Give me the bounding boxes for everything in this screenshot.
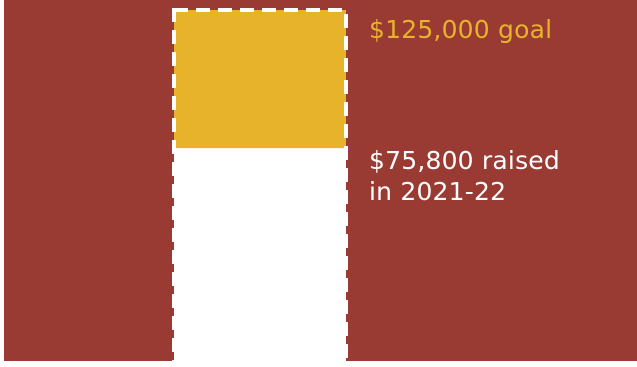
raised-label-line1: $75,800 raised bbox=[369, 146, 560, 175]
fundraising-thermometer-chart bbox=[4, 0, 637, 361]
goal-label: $125,000 goal bbox=[369, 15, 553, 44]
raised-bar bbox=[174, 148, 346, 361]
raised-label: $75,800 raised in 2021-22 bbox=[369, 145, 560, 207]
goal-outline bbox=[172, 8, 348, 361]
raised-label-line2: in 2021-22 bbox=[369, 177, 507, 206]
